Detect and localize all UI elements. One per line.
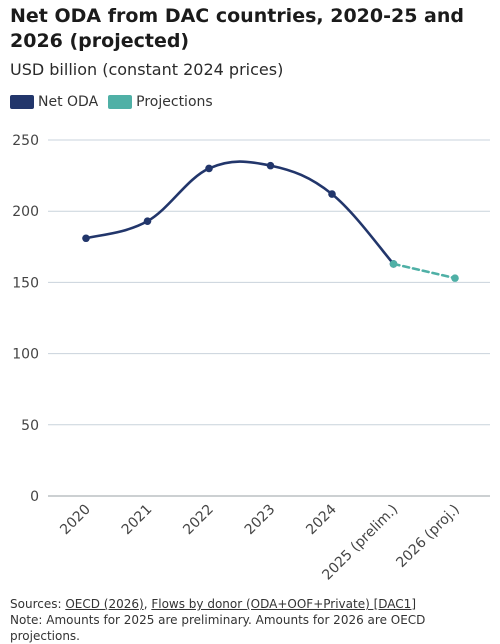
data-point-net-oda-2 bbox=[205, 164, 213, 173]
chart-title: Net ODA from DAC countries, 2020-25 and … bbox=[10, 5, 464, 52]
y-tick-label-0: 0 bbox=[30, 489, 39, 505]
x-tick-label-1: 2021 bbox=[119, 502, 156, 539]
series-line-projections bbox=[392, 262, 457, 280]
y-tick-label-50: 50 bbox=[21, 418, 39, 434]
data-point-net-oda-1 bbox=[143, 217, 152, 225]
note-line: Note: Amounts for 2025 are preliminary. … bbox=[10, 613, 426, 643]
x-tick-label-3: 2023 bbox=[242, 502, 279, 539]
footer: Sources: OECD (2026), Flows by donor (OD… bbox=[10, 596, 496, 644]
chart-subtitle: USD billion (constant 2024 prices) bbox=[10, 60, 284, 79]
data-point-net-oda-3 bbox=[266, 161, 275, 170]
x-tick-label-4: 2024 bbox=[303, 501, 340, 538]
legend-label-net-oda: Net ODA bbox=[38, 94, 99, 110]
y-tick-label-100: 100 bbox=[12, 347, 39, 363]
y-tick-label-250: 250 bbox=[12, 133, 39, 149]
legend-item-projections[interactable]: Projections bbox=[108, 94, 213, 110]
legend: Net ODA Projections bbox=[10, 94, 223, 110]
legend-swatch-net-oda bbox=[10, 95, 34, 109]
data-point-net-oda-4 bbox=[328, 190, 336, 198]
y-tick-label-200: 200 bbox=[12, 204, 39, 220]
legend-label-projections: Projections bbox=[136, 94, 213, 110]
data-point-projections-6 bbox=[451, 274, 459, 282]
source-link-oecd[interactable]: OECD (2026) bbox=[65, 597, 144, 611]
y-tick-label-150: 150 bbox=[12, 275, 39, 291]
legend-swatch-projections bbox=[108, 95, 133, 109]
sources-line: Sources: OECD (2026), Flows by donor (OD… bbox=[10, 596, 496, 612]
sources-separator: , bbox=[143, 597, 152, 611]
data-point-projections-5 bbox=[389, 260, 398, 268]
x-tick-label-0: 2020 bbox=[57, 502, 94, 539]
data-point-net-oda-0 bbox=[82, 234, 90, 243]
x-tick-label-2: 2022 bbox=[180, 502, 217, 539]
sources-prefix: Sources: bbox=[10, 597, 66, 611]
legend-item-net-oda[interactable]: Net ODA bbox=[10, 94, 98, 110]
x-tick-label-6: 2026 (proj.) bbox=[393, 502, 462, 571]
source-link-dac1[interactable]: Flows by donor (ODA+OOF+Private) [DAC1] bbox=[151, 597, 416, 611]
series-line-net-oda bbox=[84, 160, 395, 266]
